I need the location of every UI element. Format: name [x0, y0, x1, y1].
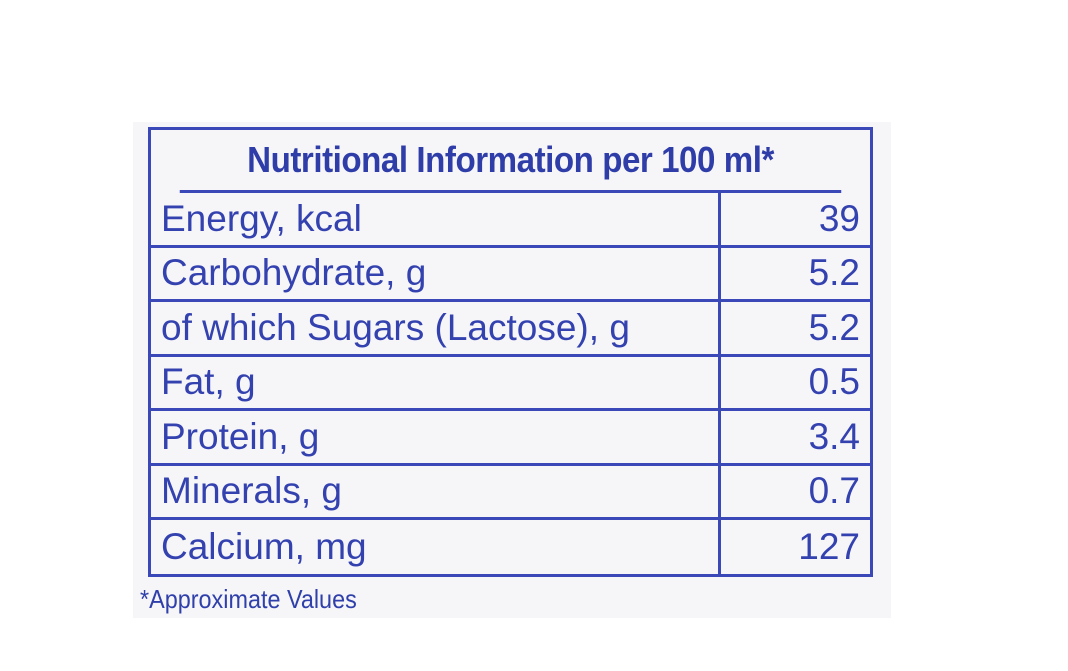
column-divider — [718, 411, 721, 463]
nutrient-value: 0.5 — [808, 361, 860, 403]
label-panel — [133, 122, 891, 618]
nutrient-name: Fat, g — [161, 361, 256, 403]
nutrient-name: Minerals, g — [161, 470, 342, 512]
nutrient-name: Calcium, mg — [161, 526, 367, 568]
table-body: Energy, kcal 39 Carbohydrate, g 5.2 of w… — [151, 193, 870, 575]
table-row: Energy, kcal 39 — [151, 193, 870, 248]
table-row: Carbohydrate, g 5.2 — [151, 247, 870, 302]
column-divider — [718, 465, 721, 517]
nutrient-value: 5.2 — [808, 306, 860, 348]
nutrient-value: 5.2 — [808, 252, 860, 294]
nutrient-name: of which Sugars (Lactose), g — [161, 306, 630, 348]
nutrient-name: Carbohydrate, g — [161, 252, 427, 294]
nutrient-value: 127 — [798, 526, 860, 568]
table-row: Minerals, g 0.7 — [151, 465, 870, 520]
column-divider — [718, 193, 721, 245]
nutrient-value: 0.7 — [808, 470, 860, 512]
nutrient-name: Energy, kcal — [161, 197, 362, 239]
table-row: Protein, g 3.4 — [151, 411, 870, 466]
column-divider — [718, 520, 721, 575]
column-divider — [718, 356, 721, 408]
nutrient-value: 39 — [818, 197, 860, 239]
footnote: *Approximate Values — [140, 584, 357, 614]
nutrition-table: Nutritional Information per 100 ml* Ener… — [148, 127, 873, 577]
nutrient-name: Protein, g — [161, 415, 320, 457]
column-divider — [718, 302, 721, 354]
table-row: Calcium, mg 127 — [151, 520, 870, 575]
column-divider — [718, 247, 721, 299]
table-title: Nutritional Information per 100 ml* — [179, 130, 842, 193]
table-row: Fat, g 0.5 — [151, 356, 870, 411]
table-row: of which Sugars (Lactose), g 5.2 — [151, 302, 870, 357]
nutrient-value: 3.4 — [808, 415, 860, 457]
